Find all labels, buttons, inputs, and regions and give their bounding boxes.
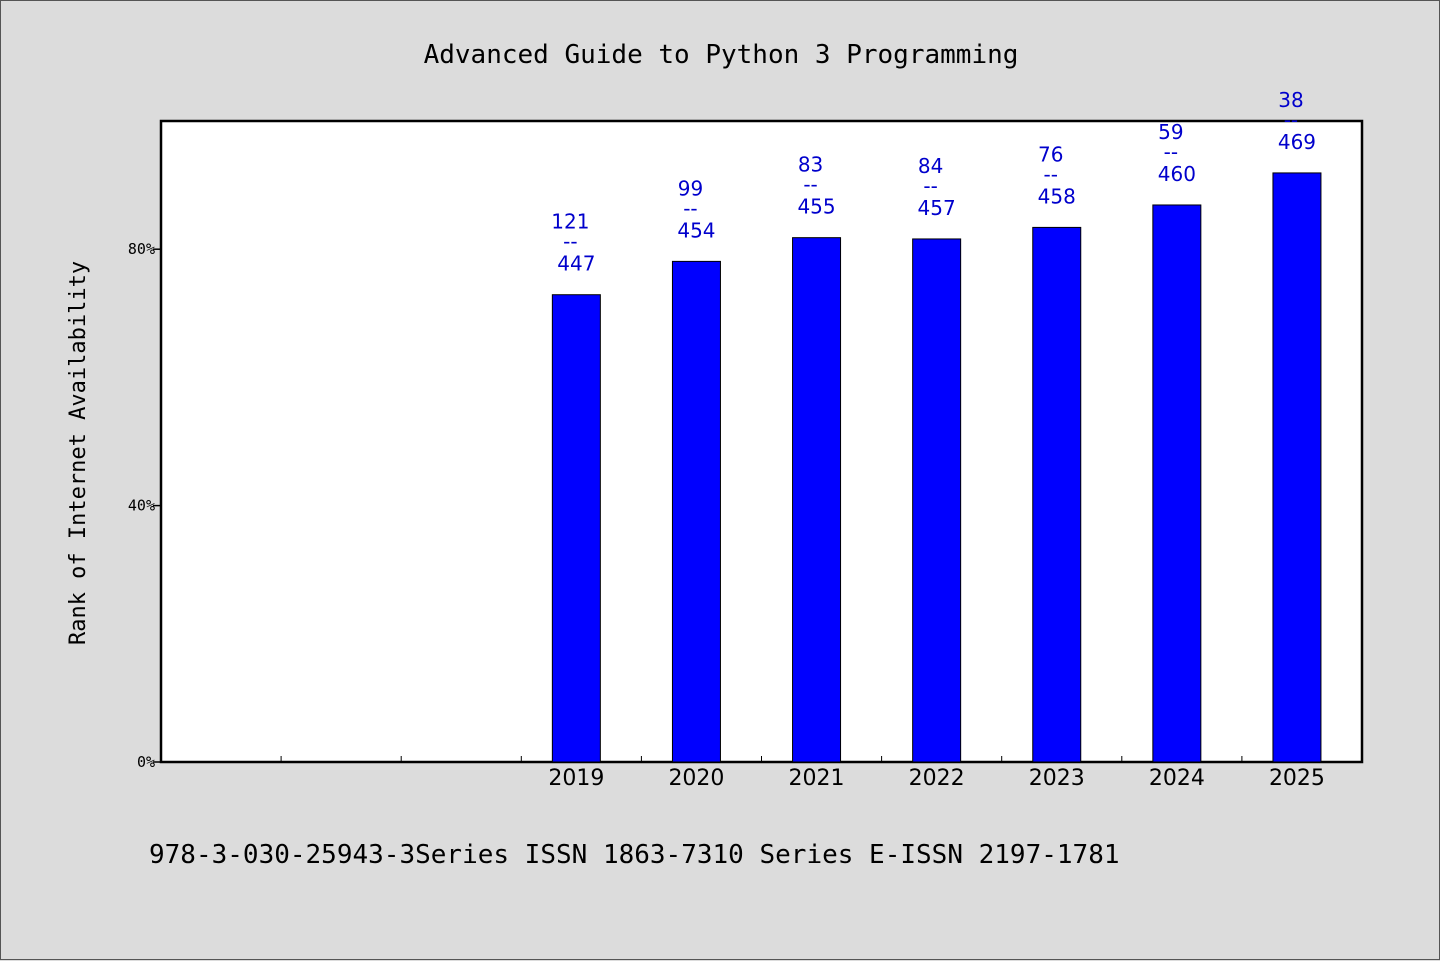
data-label-top: 121 (551, 210, 589, 234)
y-tick-label: 40% (128, 497, 155, 515)
bar-2023 (1032, 226, 1082, 763)
bar-2020 (671, 260, 721, 763)
data-labels: 121--44799--45483--45584--45776--45859--… (551, 88, 1316, 276)
x-tick-label: 2024 (1149, 766, 1205, 791)
bar-2024 (1152, 204, 1202, 763)
data-label-bottom: 469 (1278, 130, 1316, 154)
data-label-top: 59 (1158, 120, 1183, 144)
x-tick-label: 2020 (668, 766, 724, 791)
data-label-separator: -- (563, 230, 577, 254)
y-axis-label: Rank of Internet Availability (66, 261, 91, 645)
y-axis: 0% 40% 80% (128, 240, 161, 771)
data-label-top: 76 (1038, 142, 1063, 166)
y-tick-label: 0% (137, 753, 155, 771)
data-label-separator: -- (683, 196, 697, 220)
data-label-separator: -- (1164, 140, 1178, 164)
bar-2021 (792, 237, 842, 763)
data-label-separator: -- (1284, 108, 1298, 132)
data-label-separator: -- (923, 174, 937, 198)
x-tick-label: 2022 (909, 766, 965, 791)
bar-2022 (912, 238, 962, 763)
x-axis: 2019 2020 2021 2022 2023 2024 2025 (280, 756, 1325, 791)
data-label-separator: -- (1044, 162, 1058, 186)
chart-title: Advanced Guide to Python 3 Programming (424, 40, 1019, 70)
bar-2019 (551, 294, 601, 763)
y-tick-label: 80% (128, 240, 155, 258)
data-label-bottom: 454 (677, 218, 715, 242)
x-tick-label: 2021 (789, 766, 845, 791)
data-label-top: 84 (918, 154, 943, 178)
data-label-bottom: 458 (1038, 184, 1076, 208)
data-label-top: 38 (1278, 88, 1303, 112)
data-label-bottom: 460 (1158, 162, 1196, 186)
x-tick-label: 2019 (548, 766, 604, 791)
data-label-bottom: 447 (557, 252, 595, 276)
x-tick-label: 2023 (1029, 766, 1085, 791)
data-label-separator: -- (803, 173, 817, 197)
data-label-bottom: 457 (918, 196, 956, 220)
footer-isbn-text: 978-3-030-25943-3Series ISSN 1863-7310 S… (149, 840, 1120, 870)
data-label-top: 83 (798, 153, 823, 177)
x-tick-label: 2025 (1269, 766, 1325, 791)
bar-2025 (1272, 172, 1322, 763)
data-label-top: 99 (678, 176, 703, 200)
data-label-bottom: 455 (797, 195, 835, 219)
bars (551, 172, 1322, 763)
